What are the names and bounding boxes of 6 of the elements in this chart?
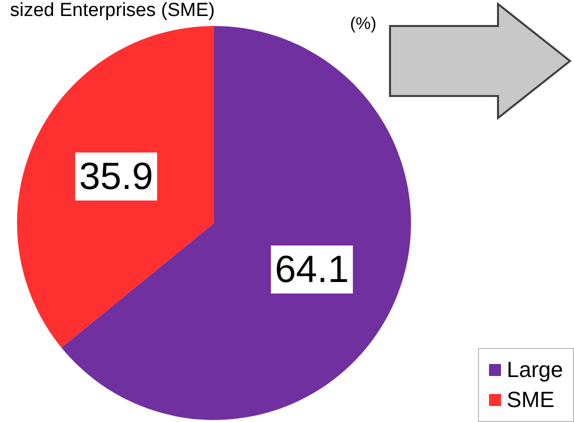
chart-title: sized Enterprises (SME): [10, 0, 215, 22]
data-label: 64.1: [274, 248, 349, 291]
legend-label: SME: [506, 387, 554, 413]
legend-label: Large: [506, 357, 563, 383]
chart-subtitle: (%): [350, 14, 376, 34]
data-label: 35.9: [79, 156, 154, 198]
